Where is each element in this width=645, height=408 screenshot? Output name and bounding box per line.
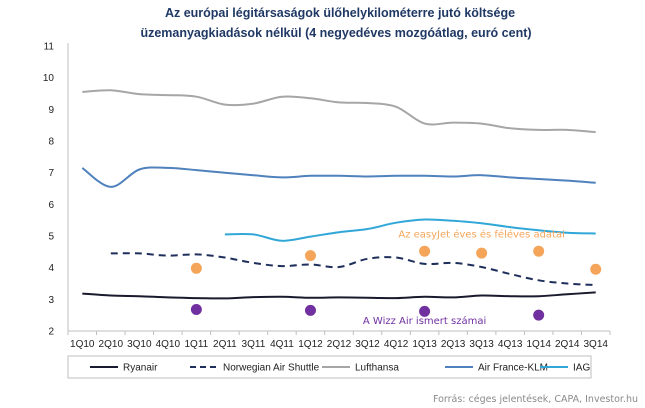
y-tick-label: 9 bbox=[48, 105, 54, 116]
legend: Ryanair Norwegian Air Shuttle Lufthansa Air… bbox=[90, 363, 590, 374]
legend-label: Lufthansa bbox=[355, 363, 399, 374]
x-tick-label: 2Q13 bbox=[441, 339, 466, 350]
x-tick-label: 3Q11 bbox=[242, 339, 266, 350]
point-marks bbox=[190, 245, 602, 321]
series-lines bbox=[81, 89, 596, 300]
y-tick-label: 5 bbox=[48, 232, 54, 243]
easyjet-point bbox=[476, 247, 488, 259]
x-tick-label: 1Q10 bbox=[70, 339, 95, 350]
x-tick-label: 4Q13 bbox=[498, 339, 523, 350]
easyjet-point bbox=[533, 245, 545, 257]
x-tick-label: 3Q14 bbox=[584, 339, 609, 350]
wizzair-point bbox=[304, 304, 316, 316]
legend-label: Air France-KLM bbox=[478, 363, 548, 374]
y-tick-label: 8 bbox=[48, 137, 54, 148]
x-tick-label: 2Q10 bbox=[99, 339, 124, 350]
chart-title-line-1: Az európai légitársaságok ülőhelykilomét… bbox=[165, 6, 515, 20]
x-tick-label: 4Q10 bbox=[156, 339, 181, 350]
chart-title-line-2: üzemanyagkiadások nélkül (4 negyedéves m… bbox=[140, 26, 531, 40]
series-line-norwegian-air-shuttle bbox=[110, 252, 596, 287]
series-line-air-france-klm bbox=[81, 166, 596, 188]
x-tick-label: 1Q14 bbox=[526, 339, 551, 350]
easyjet-point bbox=[419, 245, 431, 257]
legend-label: Norwegian Air Shuttle bbox=[223, 363, 320, 374]
easyjet-point bbox=[190, 262, 202, 274]
x-tick-label: 3Q13 bbox=[469, 339, 494, 350]
series-line-lufthansa bbox=[82, 89, 596, 134]
y-tick-label: 11 bbox=[44, 42, 55, 53]
x-tick-label: 1Q11 bbox=[185, 339, 209, 350]
series-line-iag bbox=[224, 218, 596, 242]
x-tick-label: 2Q14 bbox=[555, 339, 580, 350]
y-tick-label: 3 bbox=[48, 295, 54, 306]
x-tick-label: 2Q12 bbox=[327, 339, 352, 350]
legend-label: IAG bbox=[573, 363, 590, 374]
x-tick-label: 3Q12 bbox=[355, 339, 380, 350]
y-tick-label: 7 bbox=[48, 168, 54, 179]
x-tick-label: 4Q12 bbox=[384, 339, 409, 350]
easyjet-point bbox=[590, 263, 602, 275]
wizzair-point bbox=[533, 309, 545, 321]
series-line-ryanair bbox=[82, 291, 596, 300]
x-tick-labels: 1Q10 2Q10 3Q10 4Q10 1Q11 2Q11 3Q11 4Q11 1Q12 2Q12… bbox=[70, 339, 608, 350]
y-tick-labels: 2 3 4 5 6 7 8 9 10 11 bbox=[43, 42, 55, 338]
legend-label: Ryanair bbox=[123, 363, 158, 374]
easyjet-point bbox=[304, 250, 316, 262]
y-tick-label: 2 bbox=[48, 327, 54, 338]
easyjet-annotation: Az easyJet éves és féléves adatai bbox=[398, 229, 565, 241]
x-tick-label: 4Q11 bbox=[270, 339, 294, 350]
x-tick-label: 3Q10 bbox=[127, 339, 152, 350]
y-tick-label: 6 bbox=[48, 200, 54, 211]
x-tick-label: 2Q11 bbox=[213, 339, 237, 350]
x-tick-label: 1Q13 bbox=[412, 339, 437, 350]
source-note: Forrás: céges jelentések, CAPA, Investor… bbox=[433, 394, 638, 405]
y-tick-label: 4 bbox=[48, 263, 54, 274]
annotations: Az easyJet éves és féléves adatai A Wizz … bbox=[363, 229, 565, 327]
y-tick-label: 10 bbox=[43, 73, 55, 84]
x-tick-label: 1Q12 bbox=[298, 339, 323, 350]
wizzair-point bbox=[419, 305, 431, 317]
wizzair-point bbox=[190, 303, 202, 315]
axes bbox=[67, 43, 611, 335]
wizzair-annotation: A Wizz Air ismert számai bbox=[363, 315, 486, 327]
